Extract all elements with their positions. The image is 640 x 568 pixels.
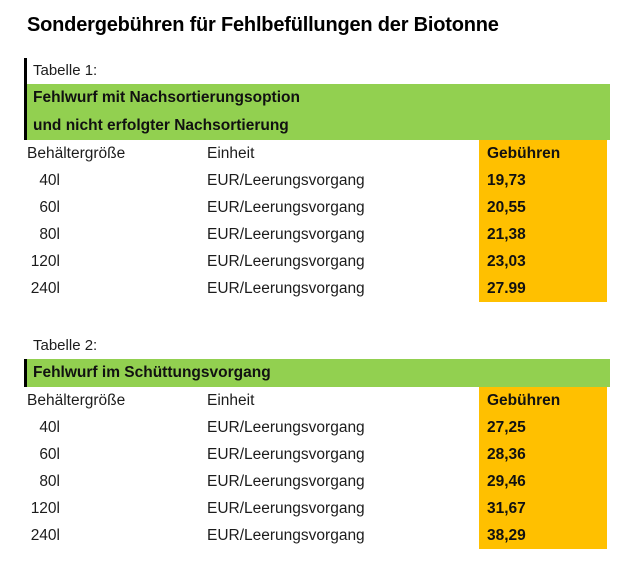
cell-fee: 27.99 xyxy=(479,275,607,302)
cell-unit: EUR/Leerungsvorgang xyxy=(207,280,365,297)
cell-fee: 23,03 xyxy=(479,248,607,275)
table-row: 240l EUR/Leerungsvorgang 38,29 xyxy=(24,522,610,549)
column-header-unit: Einheit xyxy=(207,145,255,162)
table-row: 60l EUR/Leerungsvorgang 28,36 xyxy=(24,441,610,468)
table-section-2: Tabelle 2: Fehlwurf im Schüttungsvorgang… xyxy=(24,333,610,549)
cell-unit: EUR/Leerungsvorgang xyxy=(207,172,365,189)
cell-unit: EUR/Leerungsvorgang xyxy=(207,199,365,216)
cell-unit: EUR/Leerungsvorgang xyxy=(207,419,365,436)
table-1-column-header-row: Behältergröße Einheit Gebühren xyxy=(24,140,610,167)
table-row: 120l EUR/Leerungsvorgang 31,67 xyxy=(24,495,610,522)
banner-line: Fehlwurf im Schüttungsvorgang xyxy=(33,364,271,381)
document-page: Sondergebühren für Fehlbefüllungen der B… xyxy=(24,14,610,549)
banner-line: Fehlwurf mit Nachsortierungsoption xyxy=(33,89,300,106)
table-1-label: Tabelle 1: xyxy=(27,58,610,84)
table-row: 80l EUR/Leerungsvorgang 21,38 xyxy=(24,221,610,248)
table-row: 60l EUR/Leerungsvorgang 20,55 xyxy=(24,194,610,221)
cell-unit: EUR/Leerungsvorgang xyxy=(207,473,365,490)
cell-unit: EUR/Leerungsvorgang xyxy=(207,253,365,270)
cell-size: 80l xyxy=(39,226,60,243)
column-header-fee: Gebühren xyxy=(479,387,607,414)
table-row: 40l EUR/Leerungsvorgang 27,25 xyxy=(24,414,610,441)
table-1-label-and-banner: Tabelle 1: Fehlwurf mit Nachsortierungso… xyxy=(24,58,610,140)
table-1-title-banner: Fehlwurf mit Nachsortierungsoption und n… xyxy=(27,84,610,140)
cell-fee: 38,29 xyxy=(479,522,607,549)
cell-unit: EUR/Leerungsvorgang xyxy=(207,446,365,463)
cell-unit: EUR/Leerungsvorgang xyxy=(207,527,365,544)
table-row: 240l EUR/Leerungsvorgang 27.99 xyxy=(24,275,610,302)
table-row: 80l EUR/Leerungsvorgang 29,46 xyxy=(24,468,610,495)
table-2-label: Tabelle 2: xyxy=(24,333,610,359)
cell-size: 120l xyxy=(30,500,60,517)
cell-size: 60l xyxy=(39,446,60,463)
column-header-size: Behältergröße xyxy=(27,145,126,162)
cell-fee: 31,67 xyxy=(479,495,607,522)
cell-size: 240l xyxy=(30,527,60,544)
table-2-title-banner: Fehlwurf im Schüttungsvorgang xyxy=(24,359,610,387)
cell-fee: 19,73 xyxy=(479,167,607,194)
table-2-column-header-row: Behältergröße Einheit Gebühren xyxy=(24,387,610,414)
cell-size: 240l xyxy=(30,280,60,297)
cell-size: 40l xyxy=(39,419,60,436)
cell-fee: 20,55 xyxy=(479,194,607,221)
table-section-1: Tabelle 1: Fehlwurf mit Nachsortierungso… xyxy=(24,58,610,302)
column-header-unit: Einheit xyxy=(207,392,255,409)
column-header-fee: Gebühren xyxy=(479,140,607,167)
cell-size: 40l xyxy=(39,172,60,189)
cell-fee: 27,25 xyxy=(479,414,607,441)
banner-line: und nicht erfolgter Nachsortierung xyxy=(33,117,289,134)
cell-size: 60l xyxy=(39,199,60,216)
table-row: 40l EUR/Leerungsvorgang 19,73 xyxy=(24,167,610,194)
cell-fee: 29,46 xyxy=(479,468,607,495)
cell-unit: EUR/Leerungsvorgang xyxy=(207,226,365,243)
table-row: 120l EUR/Leerungsvorgang 23,03 xyxy=(24,248,610,275)
cell-size: 120l xyxy=(30,253,60,270)
cell-size: 80l xyxy=(39,473,60,490)
cell-unit: EUR/Leerungsvorgang xyxy=(207,500,365,517)
cell-fee: 21,38 xyxy=(479,221,607,248)
cell-fee: 28,36 xyxy=(479,441,607,468)
column-header-size: Behältergröße xyxy=(27,392,126,409)
page-title: Sondergebühren für Fehlbefüllungen der B… xyxy=(27,14,499,36)
